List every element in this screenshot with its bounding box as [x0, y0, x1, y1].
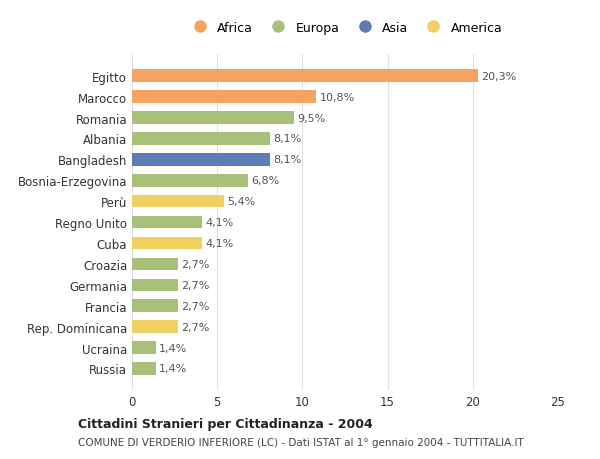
Bar	[132, 91, 316, 104]
Text: Cittadini Stranieri per Cittadinanza - 2004: Cittadini Stranieri per Cittadinanza - 2…	[78, 417, 373, 430]
Text: 9,5%: 9,5%	[297, 113, 326, 123]
Bar	[132, 133, 270, 146]
Bar	[132, 174, 248, 187]
Text: 1,4%: 1,4%	[159, 343, 188, 353]
Text: COMUNE DI VERDERIO INFERIORE (LC) - Dati ISTAT al 1° gennaio 2004 - TUTTITALIA.I: COMUNE DI VERDERIO INFERIORE (LC) - Dati…	[78, 437, 524, 447]
Text: 8,1%: 8,1%	[274, 155, 302, 165]
Text: 4,1%: 4,1%	[205, 239, 233, 248]
Bar	[132, 112, 294, 124]
Text: 5,4%: 5,4%	[227, 197, 256, 207]
Bar	[132, 154, 270, 166]
Text: 2,7%: 2,7%	[181, 280, 210, 290]
Bar	[132, 363, 156, 375]
Bar	[132, 216, 202, 229]
Text: 20,3%: 20,3%	[481, 72, 517, 82]
Text: 2,7%: 2,7%	[181, 259, 210, 269]
Text: 10,8%: 10,8%	[319, 92, 355, 102]
Bar	[132, 258, 178, 271]
Bar	[132, 279, 178, 291]
Bar	[132, 70, 478, 83]
Text: 1,4%: 1,4%	[159, 364, 188, 374]
Bar	[132, 237, 202, 250]
Bar	[132, 196, 224, 208]
Text: 2,7%: 2,7%	[181, 301, 210, 311]
Bar	[132, 300, 178, 312]
Text: 8,1%: 8,1%	[274, 134, 302, 144]
Bar	[132, 341, 156, 354]
Text: 6,8%: 6,8%	[251, 176, 280, 186]
Legend: Africa, Europa, Asia, America: Africa, Europa, Asia, America	[184, 18, 506, 38]
Bar	[132, 321, 178, 333]
Text: 2,7%: 2,7%	[181, 322, 210, 332]
Text: 4,1%: 4,1%	[205, 218, 233, 228]
